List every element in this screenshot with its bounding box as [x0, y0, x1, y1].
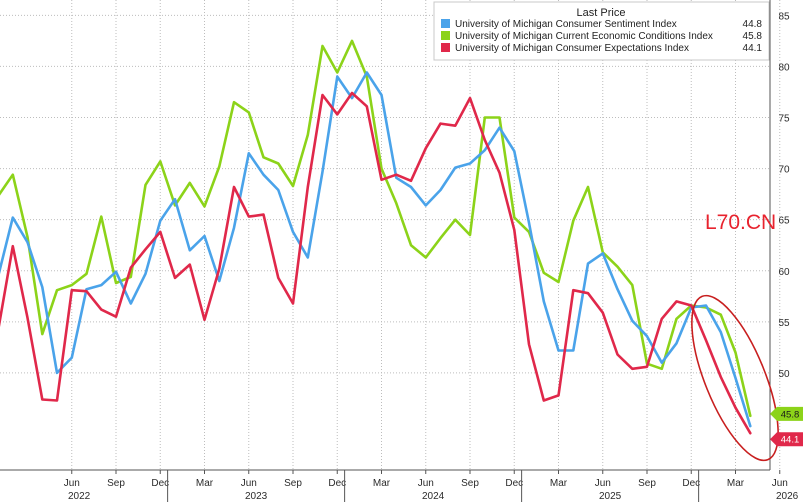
y-tick-label: 75 — [778, 114, 790, 125]
legend-entry-value: 44.8 — [743, 19, 763, 30]
y-tick-label: 55 — [778, 318, 790, 329]
x-tick-label: Dec — [682, 478, 700, 489]
x-tick-label: Dec — [328, 478, 346, 489]
x-tick-label: Sep — [638, 478, 656, 489]
highlight-ellipse — [691, 294, 779, 462]
legend-swatch — [441, 19, 450, 28]
grid — [0, 0, 781, 470]
y-tick-label: 60 — [778, 267, 790, 278]
y-tick-label: 80 — [778, 62, 790, 73]
last-value-tag-label: 44.1 — [781, 435, 800, 446]
y-tick-label: 50 — [778, 369, 790, 380]
legend-entry-label: University of Michigan Consumer Expectat… — [455, 43, 689, 54]
y-tick-label: 85 — [778, 11, 790, 22]
series-line-1 — [0, 39, 752, 418]
x-tick-label: Jun — [595, 478, 611, 489]
x-tick-label: Sep — [284, 478, 302, 489]
x-year-label: 2024 — [422, 491, 445, 502]
legend-swatch — [441, 43, 450, 52]
last-value-tag: 45.8 — [770, 406, 803, 421]
x-tick-label: Mar — [196, 478, 214, 489]
legend-entry-value: 45.8 — [743, 31, 763, 42]
series-line-2 — [0, 91, 752, 435]
x-tick-label: Jun — [772, 478, 788, 489]
legend-entry-label: University of Michigan Current Economic … — [455, 31, 713, 42]
legend-box — [433, 1, 770, 61]
y-tick-label: 65 — [778, 216, 790, 227]
last-value-tag-shape — [770, 432, 803, 447]
last-value-tag-label: 45.8 — [781, 409, 800, 420]
x-tick-label: Mar — [550, 478, 568, 489]
x-tick-label: Jun — [418, 478, 434, 489]
last-value-tag: 44.1 — [770, 432, 803, 447]
x-year-label: 2026 — [776, 491, 799, 502]
legend-swatch — [441, 31, 450, 40]
x-tick-label: Dec — [151, 478, 169, 489]
x-tick-label: Jun — [241, 478, 257, 489]
y-tick-label: 70 — [778, 165, 790, 176]
legend-entry-value: 44.1 — [743, 43, 763, 54]
x-tick-label: Sep — [461, 478, 479, 489]
series-line-0 — [0, 71, 752, 428]
x-tick-label: Mar — [727, 478, 745, 489]
x-year-label: 2022 — [68, 491, 91, 502]
x-tick-label: Mar — [373, 478, 391, 489]
series-group — [0, 39, 752, 435]
x-year-label: 2023 — [245, 491, 268, 502]
legend-entry-label: University of Michigan Consumer Sentimen… — [455, 19, 677, 30]
legend-title: Last Price — [577, 7, 626, 19]
x-tick-label: Sep — [107, 478, 125, 489]
x-year-label: 2025 — [599, 491, 622, 502]
watermark: L70.CN — [705, 211, 776, 234]
x-tick-label: Jun — [64, 478, 80, 489]
x-tick-label: Dec — [505, 478, 523, 489]
last-value-tag-shape — [770, 406, 803, 421]
